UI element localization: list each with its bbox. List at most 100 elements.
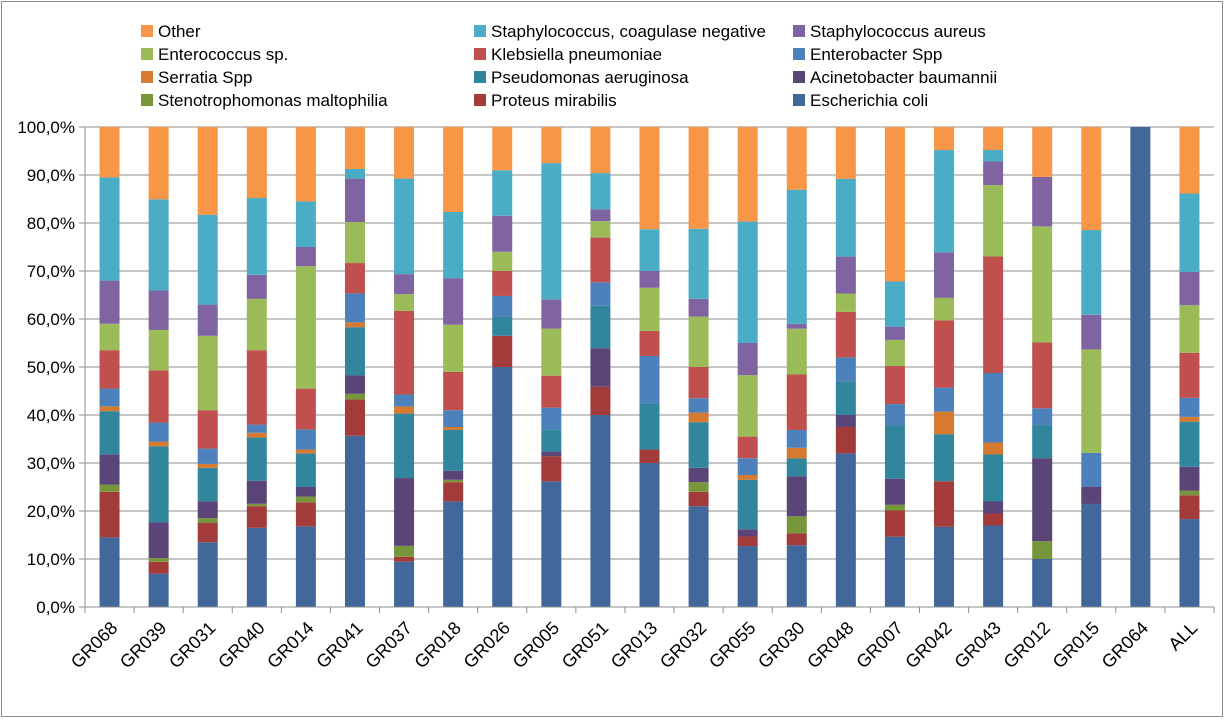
x-tick-label-gr032: GR032 <box>656 618 710 672</box>
legend-label-stenotrophomonas-maltophilia: Stenotrophomonas maltophilia <box>158 91 388 110</box>
legend-label-enterococcus-sp: Enterococcus sp. <box>158 45 288 64</box>
bar-segment-gr039-serratia-spp <box>148 441 169 447</box>
bar-segment-gr055-enterococcus-sp <box>737 375 758 437</box>
bar-segment-gr068-staphylococcus-aureus <box>99 280 120 324</box>
bar-segment-gr012-escherichia-coli <box>1032 559 1053 607</box>
bar-segment-all-enterobacter-spp <box>1179 397 1200 417</box>
bar-segment-gr037-klebsiella-pneumoniae <box>394 310 415 395</box>
legend-swatch-pseudomonas-aeruginosa <box>474 71 486 83</box>
bar-segment-gr042-serratia-spp <box>934 411 955 435</box>
y-tick-label: 20,0% <box>27 502 75 521</box>
bar-segment-gr012-staphylococcus-aureus <box>1032 176 1053 227</box>
bar-segment-all-serratia-spp <box>1179 416 1200 422</box>
bar-segment-gr005-other <box>541 127 562 164</box>
bar-segment-gr007-escherichia-coli <box>884 536 905 607</box>
bar-segment-gr032-staphylococcus-aureus <box>688 298 709 317</box>
legend-swatch-escherichia-coli <box>793 94 805 106</box>
bar-segment-gr041-pseudomonas-aeruginosa <box>344 327 365 376</box>
bar-segment-gr005-pseudomonas-aeruginosa <box>541 429 562 452</box>
bar-segment-gr037-stenotrophomonas-maltophilia <box>394 545 415 557</box>
y-tick-label: 40,0% <box>27 406 75 425</box>
bar-segment-gr068-enterococcus-sp <box>99 323 120 351</box>
bar-segment-gr026-staphylococcus-aureus <box>492 215 513 252</box>
bar-segment-gr007-other <box>884 127 905 282</box>
y-tick-label: 50,0% <box>27 358 75 377</box>
bar-segment-gr043-escherichia-coli <box>983 525 1004 607</box>
bar-segment-gr043-acinetobacter-baumannii <box>983 501 1004 514</box>
legend-label-serratia-spp: Serratia Spp <box>158 68 253 87</box>
bar-segment-gr055-acinetobacter-baumannii <box>737 529 758 537</box>
bar-segment-gr007-staphylococcus-coagulase-negative <box>884 281 905 327</box>
bar-segment-gr040-klebsiella-pneumoniae <box>246 350 267 425</box>
bar-segment-gr048-staphylococcus-aureus <box>835 256 856 294</box>
bar-segment-gr040-proteus-mirabilis <box>246 506 267 528</box>
bar-segment-gr018-proteus-mirabilis <box>443 482 464 502</box>
bar-segment-gr030-pseudomonas-aeruginosa <box>786 458 807 477</box>
legend-swatch-serratia-spp <box>141 71 153 83</box>
bar-segment-gr051-escherichia-coli <box>590 415 611 607</box>
bar-segment-gr013-enterococcus-sp <box>639 287 660 331</box>
bar-segment-gr064-escherichia-coli <box>1130 127 1151 607</box>
bar-segment-gr042-enterobacter-spp <box>934 387 955 412</box>
bar-segment-gr048-acinetobacter-baumannii <box>835 415 856 427</box>
bar-segment-gr018-klebsiella-pneumoniae <box>443 371 464 411</box>
bar-segment-all-staphylococcus-coagulase-negative <box>1179 193 1200 272</box>
x-tick-label-all: ALL <box>1164 618 1201 655</box>
legend-label-proteus-mirabilis: Proteus mirabilis <box>491 91 617 110</box>
bar-segment-gr068-serratia-spp <box>99 406 120 412</box>
bar-segment-gr048-klebsiella-pneumoniae <box>835 311 856 358</box>
bar-segment-gr042-klebsiella-pneumoniae <box>934 320 955 388</box>
bar-segment-gr026-klebsiella-pneumoniae <box>492 271 513 296</box>
bar-segment-gr030-klebsiella-pneumoniae <box>786 374 807 430</box>
legend-swatch-stenotrophomonas-maltophilia <box>141 94 153 106</box>
bar-segment-gr043-klebsiella-pneumoniae <box>983 256 1004 373</box>
x-tick-label-gr031: GR031 <box>165 618 219 672</box>
bar-segment-gr048-staphylococcus-coagulase-negative <box>835 178 856 257</box>
bar-segment-gr012-stenotrophomonas-maltophilia <box>1032 541 1053 559</box>
x-tick-label-gr005: GR005 <box>509 618 563 672</box>
bar-segment-gr012-enterococcus-sp <box>1032 226 1053 343</box>
bar-segment-gr040-pseudomonas-aeruginosa <box>246 437 267 481</box>
bar-segment-gr068-pseudomonas-aeruginosa <box>99 411 120 455</box>
bar-segment-gr014-enterococcus-sp <box>295 266 316 389</box>
legend-label-other: Other <box>158 22 201 41</box>
bar-segment-gr012-other <box>1032 127 1053 177</box>
bar-segment-gr013-other <box>639 127 660 230</box>
bar-segment-gr040-serratia-spp <box>246 432 267 438</box>
bar-segment-gr068-stenotrophomonas-maltophilia <box>99 484 120 492</box>
bar-segment-gr048-other <box>835 127 856 179</box>
bar-segment-gr018-other <box>443 127 464 212</box>
x-tick-label-gr030: GR030 <box>754 618 808 672</box>
y-tick-label: 90,0% <box>27 166 75 185</box>
bar-segment-gr007-staphylococcus-aureus <box>884 326 905 340</box>
bar-segment-gr030-serratia-spp <box>786 447 807 459</box>
bar-segment-gr032-serratia-spp <box>688 412 709 423</box>
bar-segment-gr015-enterococcus-sp <box>1081 349 1102 453</box>
bar-segment-gr048-proteus-mirabilis <box>835 427 856 454</box>
x-tick-label-gr015: GR015 <box>1049 618 1103 672</box>
bar-segment-gr040-escherichia-coli <box>246 527 267 607</box>
bar-segment-gr051-proteus-mirabilis <box>590 386 611 415</box>
bar-segment-gr041-enterococcus-sp <box>344 222 365 264</box>
x-tick-label-gr037: GR037 <box>361 618 415 672</box>
y-tick-label: 100,0% <box>17 118 75 137</box>
bar-segment-gr013-enterobacter-spp <box>639 355 660 404</box>
legend-label-staphylococcus-coagulase-negative: Staphylococcus, coagulase negative <box>491 22 766 41</box>
bar-segment-gr031-klebsiella-pneumoniae <box>197 410 218 449</box>
x-tick-label-gr014: GR014 <box>263 618 317 672</box>
bar-segment-gr026-other <box>492 127 513 171</box>
bar-segment-gr041-escherichia-coli <box>344 435 365 607</box>
x-tick-label-gr018: GR018 <box>411 618 465 672</box>
bar-segment-gr014-stenotrophomonas-maltophilia <box>295 496 316 503</box>
bar-segment-gr015-acinetobacter-baumannii <box>1081 486 1102 504</box>
bar-segment-gr051-staphylococcus-aureus <box>590 209 611 222</box>
bar-segment-gr039-enterococcus-sp <box>148 329 169 371</box>
x-tick-label-gr012: GR012 <box>1000 618 1054 672</box>
legend-label-acinetobacter-baumannii: Acinetobacter baumannii <box>810 68 997 87</box>
bar-segment-gr018-enterobacter-spp <box>443 410 464 427</box>
bar-segment-gr030-stenotrophomonas-maltophilia <box>786 516 807 534</box>
x-axis: GR068GR039GR031GR040GR014GR041GR037GR018… <box>67 606 1215 672</box>
bar-segment-all-enterococcus-sp <box>1179 305 1200 353</box>
legend-swatch-proteus-mirabilis <box>474 94 486 106</box>
bar-segment-gr055-escherichia-coli <box>737 546 758 607</box>
